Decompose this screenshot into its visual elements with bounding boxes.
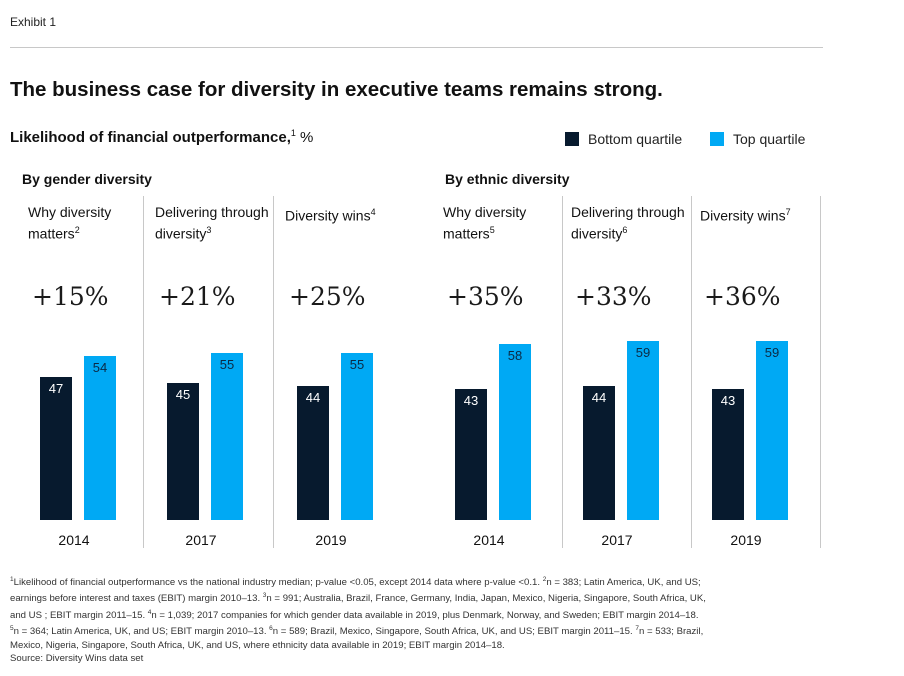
subtitle-main: Likelihood of financial outperformance, xyxy=(10,129,291,146)
bar-bottom-quartile xyxy=(583,386,615,520)
panel-divider xyxy=(273,196,274,548)
panel-label: Delivering through diversity3 xyxy=(155,204,269,242)
panel-label: Why diversity matters2 xyxy=(28,204,112,242)
bar-value-top: 55 xyxy=(349,356,365,372)
panel-label-note: 6 xyxy=(622,225,628,235)
legend-swatch-bottom xyxy=(565,132,579,146)
delta-label: +25% xyxy=(289,282,366,311)
delta-label: +36% xyxy=(704,282,781,311)
exhibit-label: Exhibit 1 xyxy=(10,15,57,29)
bar-top-quartile xyxy=(84,356,116,520)
footnote-line: and US ; EBIT margin 2011–15. 4n = 1,039… xyxy=(10,608,699,622)
legend-item-bottom-quartile: Bottom quartile xyxy=(565,131,682,147)
panel-label-note: 3 xyxy=(206,225,212,235)
bar-value-top: 58 xyxy=(507,347,523,363)
legend-item-top-quartile: Top quartile xyxy=(710,131,805,147)
bar-top-quartile xyxy=(756,340,788,520)
delta-label: +15% xyxy=(32,282,109,311)
year-label: 2019 xyxy=(730,532,762,548)
bar-bottom-quartile xyxy=(40,377,72,520)
footnotes: 1Likelihood of financial outperformance … xyxy=(10,573,830,666)
top-divider xyxy=(10,47,823,48)
bar-bottom-quartile xyxy=(297,386,329,520)
delta-label: +21% xyxy=(159,282,236,311)
footnote-line: 5n = 364; Latin America, UK, and US; EBI… xyxy=(10,625,704,638)
page-title: The business case for diversity in execu… xyxy=(10,78,663,101)
bar-top-quartile xyxy=(341,352,373,520)
bar-bottom-quartile xyxy=(167,383,199,520)
bar-value-bottom: 44 xyxy=(591,390,607,406)
bar-value-bottom: 43 xyxy=(463,393,479,409)
year-label: 2014 xyxy=(473,532,505,548)
bar-value-top: 59 xyxy=(635,344,651,360)
panel-label-note: 2 xyxy=(74,225,80,235)
group-title-ethnic: By ethnic diversity xyxy=(445,171,570,187)
bar-value-bottom: 44 xyxy=(305,390,321,406)
bar-value-top: 55 xyxy=(219,356,235,372)
footnote-source: Source: Diversity Wins data set xyxy=(10,653,144,665)
footnote-line: 1Likelihood of financial outperformance … xyxy=(10,576,701,589)
bar-top-quartile xyxy=(499,343,531,520)
footnote-line: earnings before interest and taxes (EBIT… xyxy=(10,592,706,605)
delta-label: +33% xyxy=(575,282,652,311)
bar-top-quartile xyxy=(627,340,659,520)
bar-value-bottom: 47 xyxy=(48,381,64,397)
subtitle-note: 1 xyxy=(290,128,296,138)
year-label: 2019 xyxy=(315,532,347,548)
bar-value-bottom: 43 xyxy=(720,393,736,409)
year-label: 2017 xyxy=(601,532,633,548)
panel-divider xyxy=(691,196,692,548)
subtitle-unit: % xyxy=(295,129,314,146)
legend-label-bottom: Bottom quartile xyxy=(588,131,683,147)
panel-label: Diversity wins7 xyxy=(700,207,791,224)
panel-divider xyxy=(562,196,563,548)
bar-bottom-quartile xyxy=(455,389,487,520)
panel-divider xyxy=(820,196,821,548)
year-label: 2017 xyxy=(185,532,217,548)
bar-value-top: 54 xyxy=(92,360,108,375)
panel-label: Delivering through diversity6 xyxy=(571,204,685,242)
panel-divider xyxy=(143,196,144,548)
panel-label: Diversity wins4 xyxy=(285,207,376,224)
footnote-line: Mexico, Nigeria, Singapore, South Africa… xyxy=(10,639,505,651)
legend-swatch-top xyxy=(710,132,724,146)
delta-label: +35% xyxy=(447,282,524,311)
group-title-gender: By gender diversity xyxy=(22,171,152,187)
legend-label-top: Top quartile xyxy=(733,131,806,147)
panel-label-note: 5 xyxy=(489,225,495,235)
panel-label: Why diversity matters5 xyxy=(443,204,527,242)
bar-value-bottom: 45 xyxy=(175,387,191,403)
chart-subtitle: Likelihood of financial outperformance,1… xyxy=(10,128,313,146)
panel-label-note: 7 xyxy=(785,207,791,217)
year-label: 2014 xyxy=(58,532,90,548)
panel-label-note: 4 xyxy=(370,207,376,217)
bar-top-quartile xyxy=(211,352,243,520)
bar-bottom-quartile xyxy=(712,389,744,520)
bar-value-top: 59 xyxy=(764,344,780,360)
